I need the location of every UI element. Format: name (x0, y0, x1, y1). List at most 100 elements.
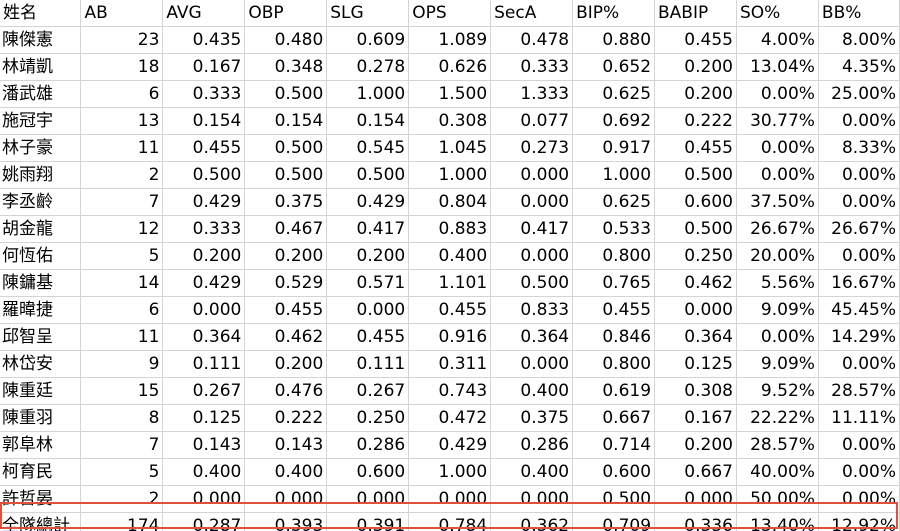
stat-cell[interactable]: 0.000 (244, 485, 328, 514)
stat-cell[interactable]: 1.000 (408, 161, 492, 190)
column-header[interactable]: BABIP (654, 0, 737, 28)
stat-cell[interactable]: 25.00% (818, 80, 900, 109)
stat-cell[interactable]: 0.391 (326, 512, 410, 531)
stat-cell[interactable]: 8.33% (818, 134, 900, 163)
stat-cell[interactable]: 0.00% (818, 431, 900, 460)
stat-cell[interactable]: 0.00% (736, 323, 819, 352)
stat-cell[interactable]: 4.00% (736, 26, 819, 55)
stat-cell[interactable]: 0.375 (244, 188, 328, 217)
stat-cell[interactable]: 13 (80, 107, 164, 136)
stat-cell[interactable]: 1.000 (572, 161, 656, 190)
stat-cell[interactable]: 0.00% (818, 188, 900, 217)
player-name-cell[interactable]: 李丞齡 (0, 188, 82, 217)
stat-cell[interactable]: 4.35% (818, 53, 900, 82)
stat-cell[interactable]: 0.000 (654, 485, 737, 514)
column-header[interactable]: OBP (244, 0, 328, 28)
player-name-cell[interactable]: 姚雨翔 (0, 161, 82, 190)
stat-cell[interactable]: 0.077 (490, 107, 574, 136)
stat-cell[interactable]: 0.273 (490, 134, 574, 163)
stat-cell[interactable]: 0.000 (162, 485, 246, 514)
column-header[interactable]: AB (80, 0, 164, 28)
stat-cell[interactable]: 0.455 (408, 296, 492, 325)
stat-cell[interactable]: 1.333 (490, 80, 574, 109)
stat-cell[interactable]: 0.800 (572, 242, 656, 271)
player-name-cell[interactable]: 林靖凱 (0, 53, 82, 82)
stat-cell[interactable]: 0.600 (572, 458, 656, 487)
player-name-cell[interactable]: 陳鏞基 (0, 269, 82, 298)
stat-cell[interactable]: 0.500 (490, 269, 574, 298)
stat-cell[interactable]: 0.709 (572, 512, 656, 531)
stat-cell[interactable]: 0.455 (654, 26, 737, 55)
stat-cell[interactable]: 0.500 (244, 161, 328, 190)
stat-cell[interactable]: 0.000 (408, 485, 492, 514)
stat-cell[interactable]: 16.67% (818, 269, 900, 298)
player-name-cell[interactable]: 林子豪 (0, 134, 82, 163)
stat-cell[interactable]: 9.52% (736, 377, 819, 406)
stat-cell[interactable]: 0.455 (244, 296, 328, 325)
stat-cell[interactable]: 0.455 (326, 323, 410, 352)
stat-cell[interactable]: 0.000 (490, 161, 574, 190)
stat-cell[interactable]: 0.348 (244, 53, 328, 82)
stat-cell[interactable]: 0.571 (326, 269, 410, 298)
stat-cell[interactable]: 0.200 (654, 80, 737, 109)
player-name-cell[interactable]: 陳重羽 (0, 404, 82, 433)
stat-cell[interactable]: 2 (80, 161, 164, 190)
stat-cell[interactable]: 0.500 (654, 215, 737, 244)
stat-cell[interactable]: 1.500 (408, 80, 492, 109)
stat-cell[interactable]: 0.400 (162, 458, 246, 487)
stat-cell[interactable]: 0.00% (818, 458, 900, 487)
stat-cell[interactable]: 0.743 (408, 377, 492, 406)
stat-cell[interactable]: 0.455 (162, 134, 246, 163)
player-name-cell[interactable]: 胡金龍 (0, 215, 82, 244)
stat-cell[interactable]: 0.435 (162, 26, 246, 55)
stat-cell[interactable]: 0.714 (572, 431, 656, 460)
stat-cell[interactable]: 0.609 (326, 26, 410, 55)
stat-cell[interactable]: 0.467 (244, 215, 328, 244)
stat-cell[interactable]: 0.287 (162, 512, 246, 531)
stat-cell[interactable]: 26.67% (818, 215, 900, 244)
stat-cell[interactable]: 0.154 (162, 107, 246, 136)
stat-cell[interactable]: 1.000 (326, 80, 410, 109)
stat-cell[interactable]: 0.336 (654, 512, 737, 531)
stat-cell[interactable]: 0.00% (818, 161, 900, 190)
stat-cell[interactable]: 0.250 (326, 404, 410, 433)
player-name-cell[interactable]: 潘武雄 (0, 80, 82, 109)
stat-cell[interactable]: 0.500 (244, 80, 328, 109)
player-name-cell[interactable]: 羅暐捷 (0, 296, 82, 325)
stat-cell[interactable]: 0.429 (326, 188, 410, 217)
stat-cell[interactable]: 0.000 (654, 296, 737, 325)
stat-cell[interactable]: 0.500 (326, 161, 410, 190)
stat-cell[interactable]: 0.500 (244, 134, 328, 163)
stat-cell[interactable]: 0.417 (490, 215, 574, 244)
stat-cell[interactable]: 0.200 (244, 242, 328, 271)
stat-cell[interactable]: 0.000 (490, 350, 574, 379)
stat-cell[interactable]: 28.57% (818, 377, 900, 406)
stat-cell[interactable]: 0.222 (244, 404, 328, 433)
stat-cell[interactable]: 0.455 (572, 296, 656, 325)
stat-cell[interactable]: 50.00% (736, 485, 819, 514)
player-name-cell[interactable]: 郭阜林 (0, 431, 82, 460)
column-header[interactable]: SO% (736, 0, 819, 28)
stat-cell[interactable]: 0.883 (408, 215, 492, 244)
stat-cell[interactable]: 0.333 (162, 80, 246, 109)
stat-cell[interactable]: 0.400 (490, 458, 574, 487)
stat-cell[interactable]: 0.200 (162, 242, 246, 271)
stat-cell[interactable]: 0.311 (408, 350, 492, 379)
stat-cell[interactable]: 0.480 (244, 26, 328, 55)
stat-cell[interactable]: 12 (80, 215, 164, 244)
stat-cell[interactable]: 0.472 (408, 404, 492, 433)
stat-cell[interactable]: 9 (80, 350, 164, 379)
stat-cell[interactable]: 0.784 (408, 512, 492, 531)
stat-cell[interactable]: 0.800 (572, 350, 656, 379)
stat-cell[interactable]: 6 (80, 296, 164, 325)
column-header[interactable]: 姓名 (0, 0, 82, 28)
stat-cell[interactable]: 0.667 (654, 458, 737, 487)
stat-cell[interactable]: 0.500 (654, 161, 737, 190)
stat-cell[interactable]: 0.916 (408, 323, 492, 352)
stat-cell[interactable]: 0.619 (572, 377, 656, 406)
stat-cell[interactable]: 1.000 (408, 458, 492, 487)
stat-cell[interactable]: 0.833 (490, 296, 574, 325)
stat-cell[interactable]: 0.417 (326, 215, 410, 244)
stat-cell[interactable]: 0.111 (326, 350, 410, 379)
stat-cell[interactable]: 40.00% (736, 458, 819, 487)
